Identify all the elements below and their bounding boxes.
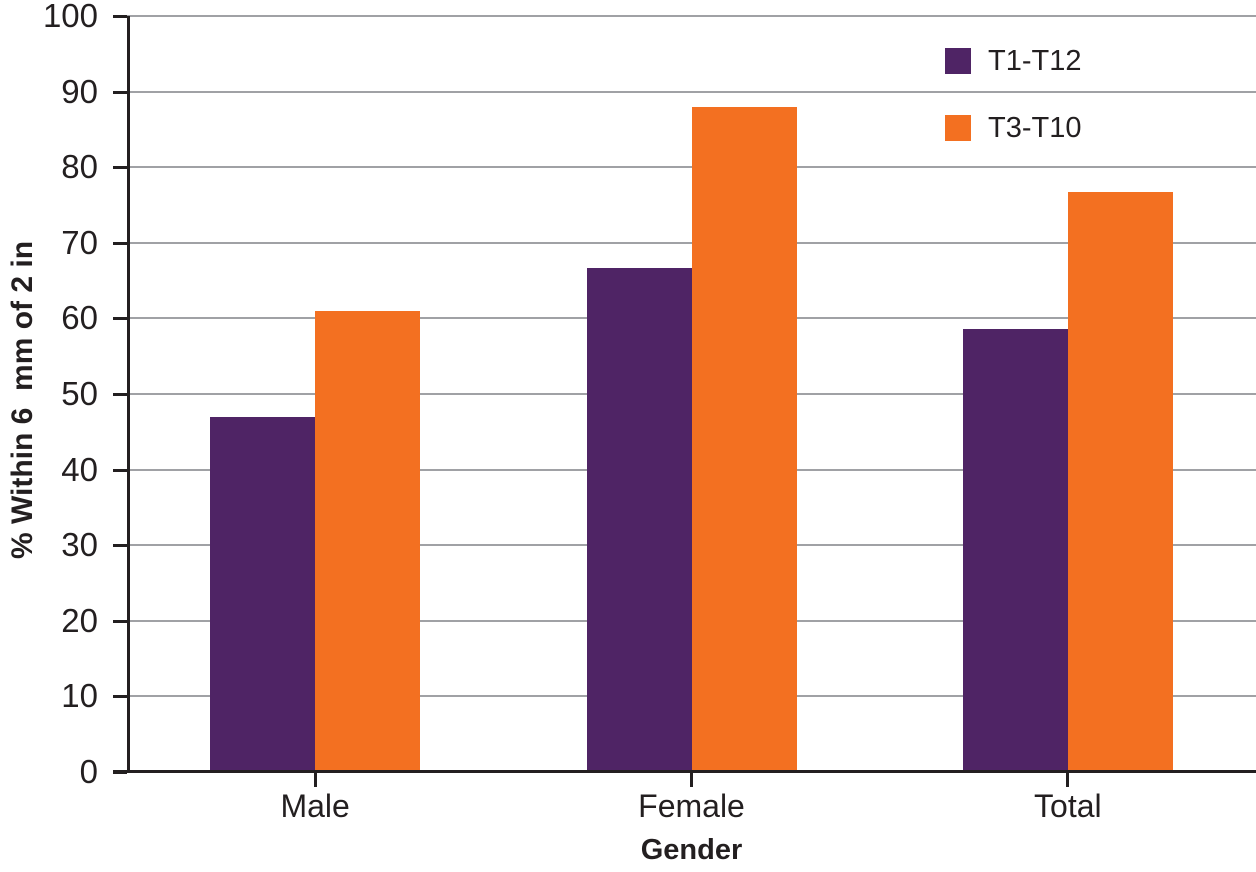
- legend: T1-T12 T3-T10: [945, 40, 1081, 174]
- y-axis-tick-label-100: 100: [42, 0, 98, 34]
- legend-label-t3-t10: T3-T10: [988, 111, 1082, 144]
- bar-total-t3-t10: [1067, 192, 1173, 772]
- legend-entry-t1-t12: T1-T12: [945, 40, 1081, 82]
- y-axis-tick-label-0: 0: [79, 753, 98, 790]
- plot-area: [127, 15, 1256, 772]
- y-axis-tick-40: [113, 468, 127, 472]
- y-axis-tick-100: [113, 15, 127, 18]
- y-axis-tick-70: [113, 241, 127, 245]
- x-axis-tick-total: [1066, 772, 1070, 787]
- legend-swatch-t3-t10: [945, 115, 971, 141]
- y-axis-tick-10: [113, 695, 127, 699]
- y-axis-tick-90: [113, 90, 127, 94]
- x-axis-line: [113, 770, 1256, 773]
- y-axis-tick-label-60: 60: [61, 299, 98, 337]
- y-axis-tick-label-20: 20: [61, 601, 98, 639]
- gridline-100: [127, 15, 1256, 17]
- y-axis-tick-label-40: 40: [61, 450, 98, 488]
- y-axis-tick-20: [113, 619, 127, 623]
- bar-male-t1-t12: [210, 417, 316, 772]
- y-axis-tick-0: [113, 771, 127, 774]
- y-axis-tick-label-50: 50: [61, 375, 98, 412]
- y-axis-tick-30: [113, 544, 127, 548]
- category-label-female: Female: [638, 788, 745, 824]
- gridline-90: [127, 90, 1256, 93]
- legend-swatch-t1-t12: [945, 48, 971, 74]
- bar-total-t1-t12: [962, 328, 1068, 772]
- y-axis-tick-60: [113, 317, 127, 321]
- bar-female-t1-t12: [586, 267, 692, 772]
- y-axis-tick-label-90: 90: [61, 72, 98, 110]
- y-axis-tick-50: [113, 393, 127, 396]
- legend-label-t1-t12: T1-T12: [988, 44, 1082, 77]
- y-axis-tick-label-30: 30: [61, 526, 98, 564]
- category-label-total: Total: [1034, 788, 1102, 824]
- x-axis-tick-male: [313, 772, 317, 787]
- bar-female-t3-t10: [691, 106, 797, 772]
- y-axis-tick-label-10: 10: [61, 677, 98, 715]
- legend-entry-t3-t10: T3-T10: [945, 107, 1081, 149]
- y-axis-line: [127, 16, 130, 772]
- y-axis-tick-80: [113, 166, 127, 170]
- x-axis-title: Gender: [640, 834, 743, 866]
- bar-male-t3-t10: [315, 310, 421, 772]
- y-axis-tick-label-70: 70: [61, 223, 98, 261]
- y-axis-tick-label-80: 80: [61, 148, 98, 186]
- category-label-male: Male: [280, 788, 350, 824]
- x-axis-tick-female: [690, 772, 693, 787]
